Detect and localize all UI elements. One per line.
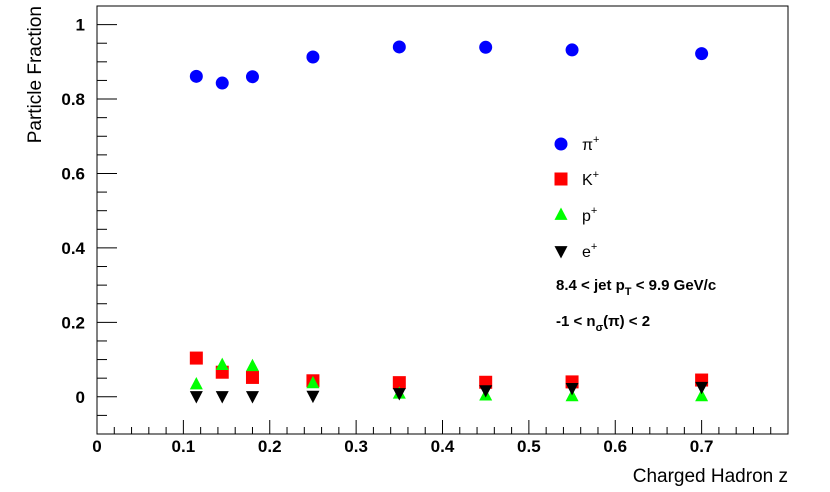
legend-marker-k-plus: [554, 172, 568, 186]
data-point-p-plus: [306, 375, 320, 389]
y-tick-label: 0.4: [61, 239, 85, 258]
data-point-pi-plus: [245, 70, 259, 84]
data-point-pi-plus: [306, 50, 320, 64]
data-point-e-plus: [479, 385, 493, 398]
data-point-e-plus: [245, 391, 259, 404]
data-point-pi-plus: [189, 69, 203, 83]
legend-label-p-plus: p+: [582, 205, 597, 225]
legend-marker-e-plus: [554, 246, 568, 259]
legend-marker-pi-plus: [554, 137, 568, 151]
x-tick-label: 0: [92, 437, 101, 456]
data-point-e-plus: [215, 391, 229, 404]
data-marks: [189, 40, 709, 404]
data-point-e-plus: [695, 381, 709, 395]
x-tick-label: 0.7: [690, 437, 714, 456]
y-tick-label: 0.2: [61, 313, 85, 332]
y-tick-label: 0: [76, 388, 85, 407]
legend-label-k-plus: K+: [582, 169, 599, 189]
axes: 0 0.1 0.2 0.3 0.4 0.5 0.6 0.7 0 0.2 0.4 0.6 0.8 1: [61, 5, 789, 456]
data-point-pi-plus: [479, 40, 493, 54]
data-point-e-plus: [392, 388, 406, 401]
data-point-k-plus: [189, 351, 203, 365]
y-tick-label: 1: [76, 16, 85, 35]
legend-item-p-plus: p+: [554, 205, 597, 225]
legend: π+ K+ p+ e+: [554, 134, 599, 261]
y-tick-label: 0.8: [61, 90, 85, 109]
data-point-pi-plus: [695, 47, 709, 61]
data-point-p-plus: [245, 358, 259, 372]
plot-frame: [96, 5, 789, 435]
y-tick-label: 0.6: [61, 164, 85, 183]
series-e-plus: [189, 381, 709, 404]
data-point-e-plus: [565, 382, 579, 396]
data-point-p-plus: [189, 377, 203, 390]
x-tick-label: 0.2: [258, 437, 282, 456]
data-point-pi-plus: [392, 40, 406, 54]
series-pi-plus: [189, 40, 709, 90]
legend-item-e-plus: e+: [554, 241, 597, 261]
legend-label-e-plus: e+: [582, 241, 597, 261]
data-point-k-plus: [245, 370, 259, 384]
x-tick-label: 0.6: [603, 437, 627, 456]
data-point-p-plus: [695, 388, 709, 402]
data-point-pi-plus: [215, 76, 229, 90]
data-point-e-plus: [189, 391, 203, 404]
data-point-pi-plus: [565, 43, 579, 57]
x-axis-label: Charged Hadron z: [633, 466, 788, 487]
y-axis-label: Particle Fraction: [25, 6, 46, 143]
series-p-plus: [189, 357, 709, 402]
x-tick-label: 0.4: [431, 437, 455, 456]
annotation-jet-pt: 8.4 < jet pT < 9.9 GeV/c: [556, 277, 716, 298]
x-tick-label: 0.1: [172, 437, 196, 456]
data-point-k-plus: [392, 376, 406, 390]
x-tick-label: 0.3: [344, 437, 368, 456]
legend-item-pi-plus: π+: [554, 134, 599, 154]
series-k-plus: [189, 351, 709, 390]
data-point-e-plus: [306, 390, 320, 404]
x-tick-label: 0.5: [517, 437, 541, 456]
legend-marker-p-plus: [554, 207, 568, 220]
legend-item-k-plus: K+: [554, 169, 599, 189]
legend-label-pi-plus: π+: [582, 134, 599, 154]
data-point-p-plus: [215, 357, 229, 371]
annotation-nsigma: -1 < nσ(π) < 2: [556, 313, 650, 334]
